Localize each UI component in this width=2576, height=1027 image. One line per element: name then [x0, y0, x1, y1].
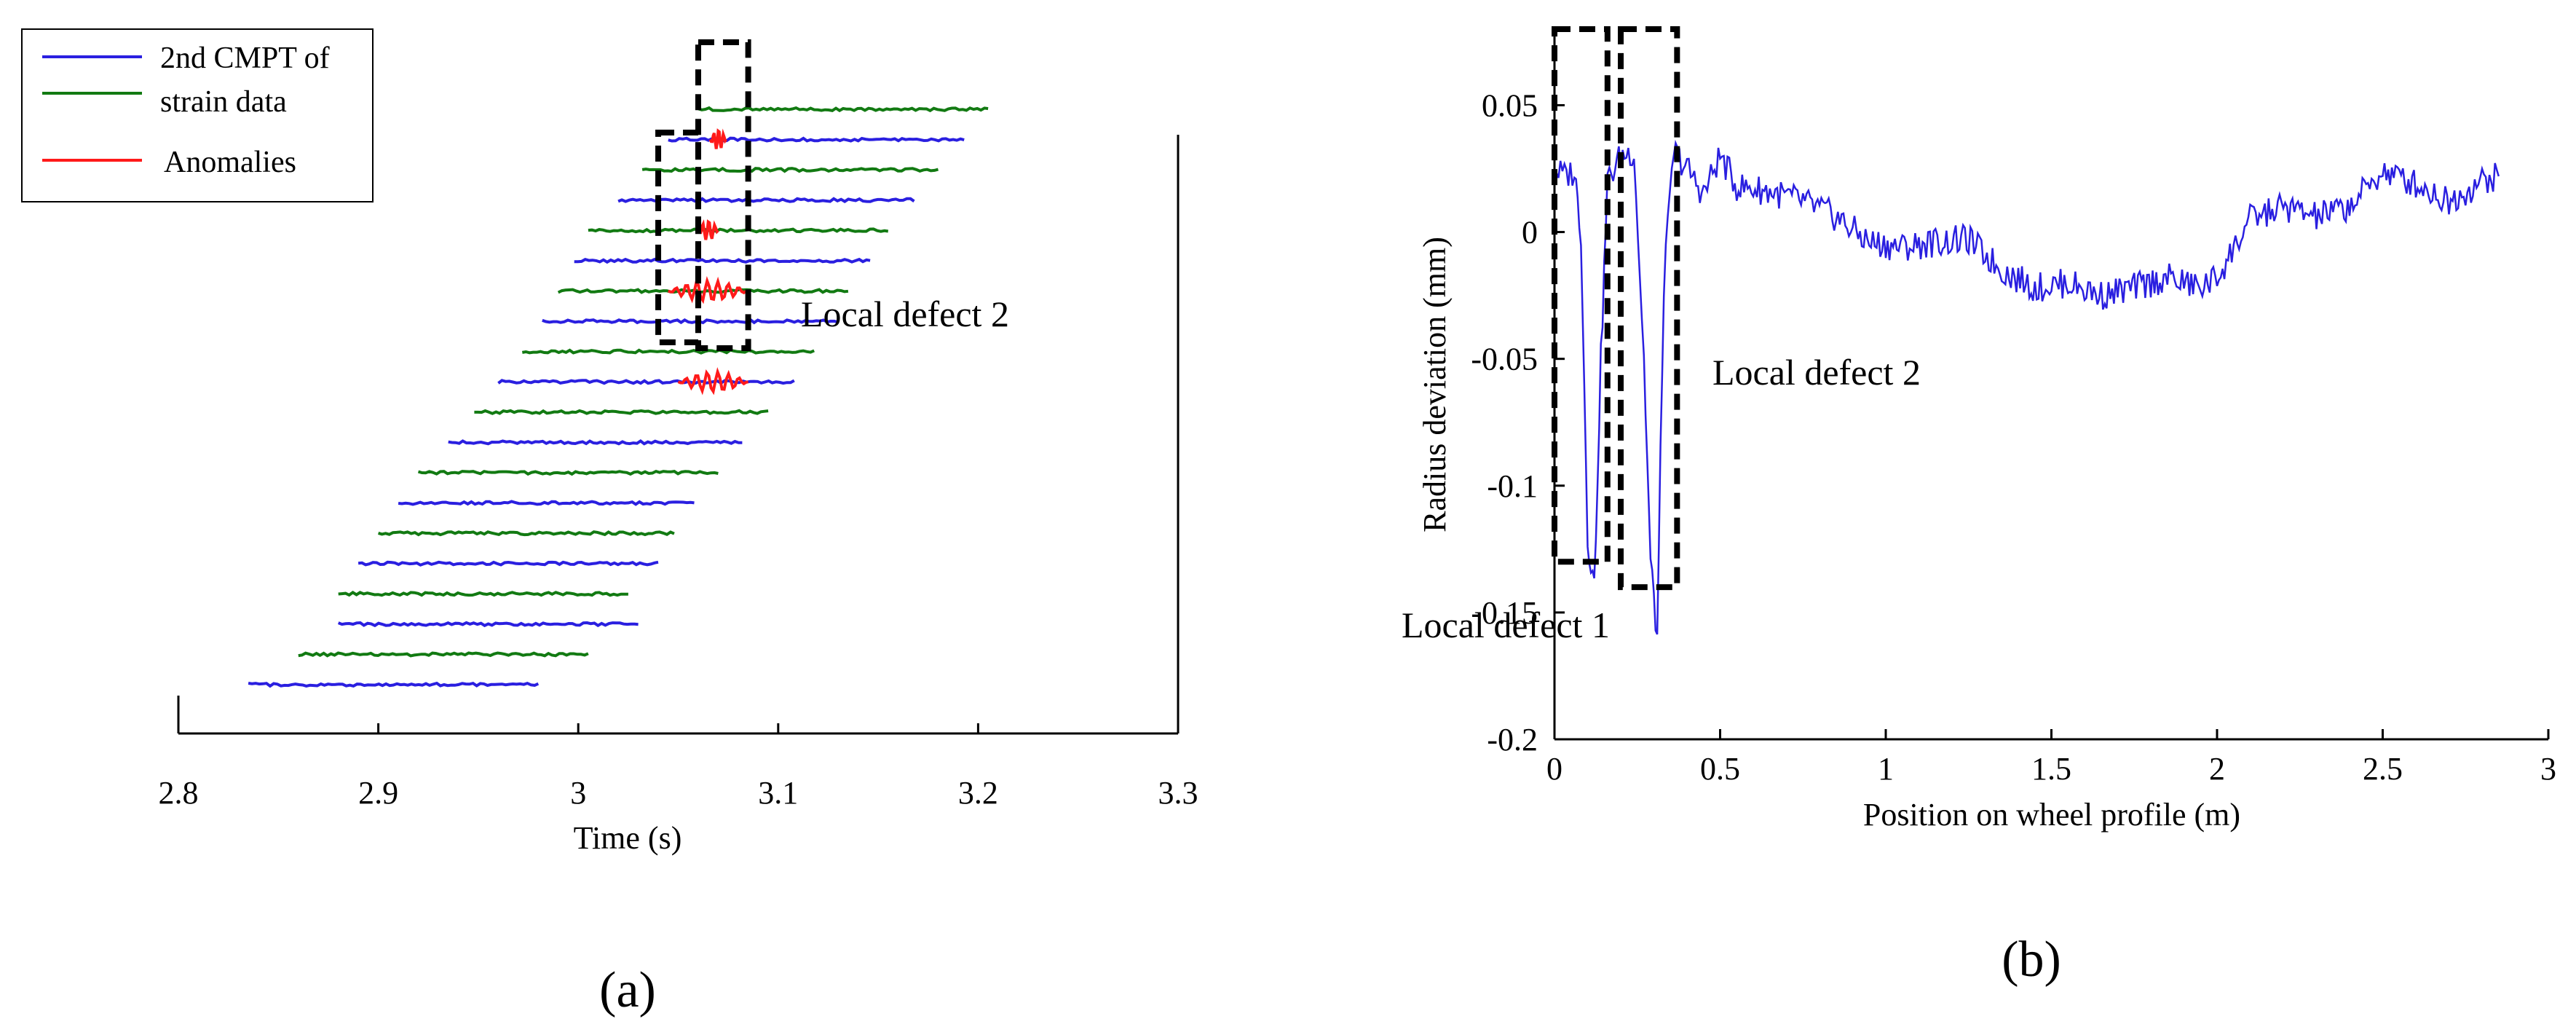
panel-a-series-line [448, 439, 743, 446]
panel-a-series-line [378, 530, 675, 537]
panel-a-defect-box [695, 39, 751, 351]
panel-a-series-line [338, 591, 628, 597]
panel-a-anomaly-line [708, 128, 727, 149]
panel-a-series-line [417, 469, 719, 476]
panel-b-y-tick-label: 0.05 [1482, 87, 1538, 123]
panel-a-series-line [357, 560, 659, 567]
panel-b-x-tick-label: 1 [1878, 751, 1894, 787]
panel-a-x-tick-label: 3 [570, 775, 586, 811]
panel-a-series-line [248, 681, 540, 688]
panel-a-x-tick-label: 2.9 [358, 775, 398, 811]
panel-b-y-tick-label: -0.05 [1471, 342, 1538, 377]
panel-a-x-ticks: 2.8 2.9 3 3.1 3.2 3.3 [159, 723, 1198, 811]
panel-b-x-tick-label: 2 [2209, 751, 2225, 787]
panel-b-y-tick-label: -0.2 [1487, 722, 1538, 758]
panel-b: 0 0.5 1 1.5 2 2.5 3 0.05 0 -0.05 -0.1 -0.15 -0.2 Ra… [1402, 26, 2556, 988]
panel-a-defect-boxes [655, 39, 751, 351]
panel-b-series-line [1553, 139, 2500, 635]
panel-a-annotation-local-defect-2: Local defect 2 [801, 294, 1009, 334]
panel-b-defect-box [1552, 26, 1611, 565]
panel-a: 2.8 2.9 3 3.1 3.2 3.3 2nd CMPT of strain data… [21, 28, 1198, 1018]
panel-b-y-tick-label: -0.1 [1487, 468, 1538, 504]
panel-a-series-line [698, 106, 989, 113]
panel-b-annotation-local-defect-2: Local defect 2 [1712, 352, 1921, 393]
panel-b-annotation-local-defect-1: Local defect 1 [1402, 605, 1610, 645]
panel-a-series [248, 106, 989, 688]
panel-b-x-tick-label: 0 [1546, 751, 1562, 787]
panel-a-label: (a) [599, 962, 656, 1018]
panel-b-y-tick-label: -0.15 [1471, 595, 1538, 631]
panel-a-x-tick-label: 3.2 [958, 775, 998, 811]
panel-b-y-axis-title: Radius deviation (mm) [1417, 237, 1453, 532]
legend-label-red: Anomalies [164, 146, 296, 179]
panel-a-x-tick-label: 3.3 [1158, 775, 1198, 811]
panel-a-anomaly-line [668, 275, 748, 304]
panel-a-legend: 2nd CMPT of strain data Anomalies [21, 28, 374, 202]
panel-a-series-line [474, 409, 769, 415]
panel-a-series-line [521, 348, 815, 355]
panel-a-series-line [641, 166, 939, 173]
legend-label-green: strain data [160, 85, 287, 119]
panel-a-series-line [574, 257, 871, 264]
legend-label-blue: 2nd CMPT of [160, 42, 330, 75]
panel-b-x-tick-label: 3 [2540, 751, 2556, 787]
panel-a-x-axis-title: Time (s) [574, 820, 682, 856]
panel-b-x-tick-label: 0.5 [1700, 751, 1740, 787]
panel-a-x-tick-label: 2.8 [159, 775, 199, 811]
panel-b-y-tick-label: 0 [1522, 215, 1538, 251]
panel-b-y-ticks: 0.05 0 -0.05 -0.1 -0.15 -0.2 [1471, 87, 1565, 758]
panel-b-x-ticks: 0 0.5 1 1.5 2 2.5 3 [1546, 729, 2556, 787]
panel-b-label: (b) [2002, 932, 2061, 988]
panel-a-series-line [337, 621, 639, 628]
panel-b-series [1553, 139, 2500, 635]
panel-a-anomaly-line [697, 219, 719, 240]
panel-a-series-line [497, 379, 795, 385]
panel-a-series-line [617, 197, 915, 203]
panel-a-series-line [298, 651, 589, 658]
panel-a-series-line [588, 227, 889, 234]
panel-b-defect-box [1618, 26, 1680, 591]
panel-b-x-tick-label: 2.5 [2363, 751, 2403, 787]
panel-a-anomaly-line [677, 367, 749, 396]
panel-b-x-axis-title: Position on wheel profile (m) [1863, 797, 2240, 833]
panel-b-x-tick-label: 1.5 [2031, 751, 2071, 787]
panel-a-series-line [398, 500, 695, 506]
panel-a-defect-box [655, 130, 701, 345]
panel-a-x-tick-label: 3.1 [758, 775, 798, 811]
panel-b-defect-boxes [1552, 26, 1680, 591]
panel-a-series-line [542, 318, 839, 325]
